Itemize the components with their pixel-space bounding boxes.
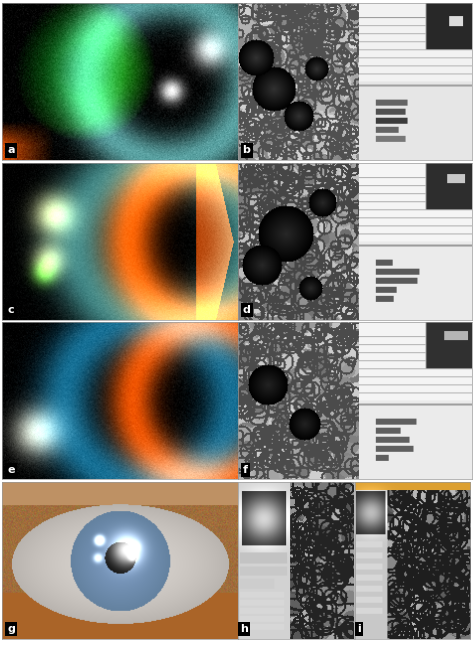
Text: i: i [357,624,361,634]
Text: g: g [7,624,15,634]
Text: c: c [7,305,14,315]
Text: e: e [7,464,15,475]
Text: d: d [243,305,250,315]
Text: h: h [240,624,248,634]
Text: f: f [243,464,247,475]
Text: b: b [243,145,250,156]
Text: a: a [7,145,15,156]
